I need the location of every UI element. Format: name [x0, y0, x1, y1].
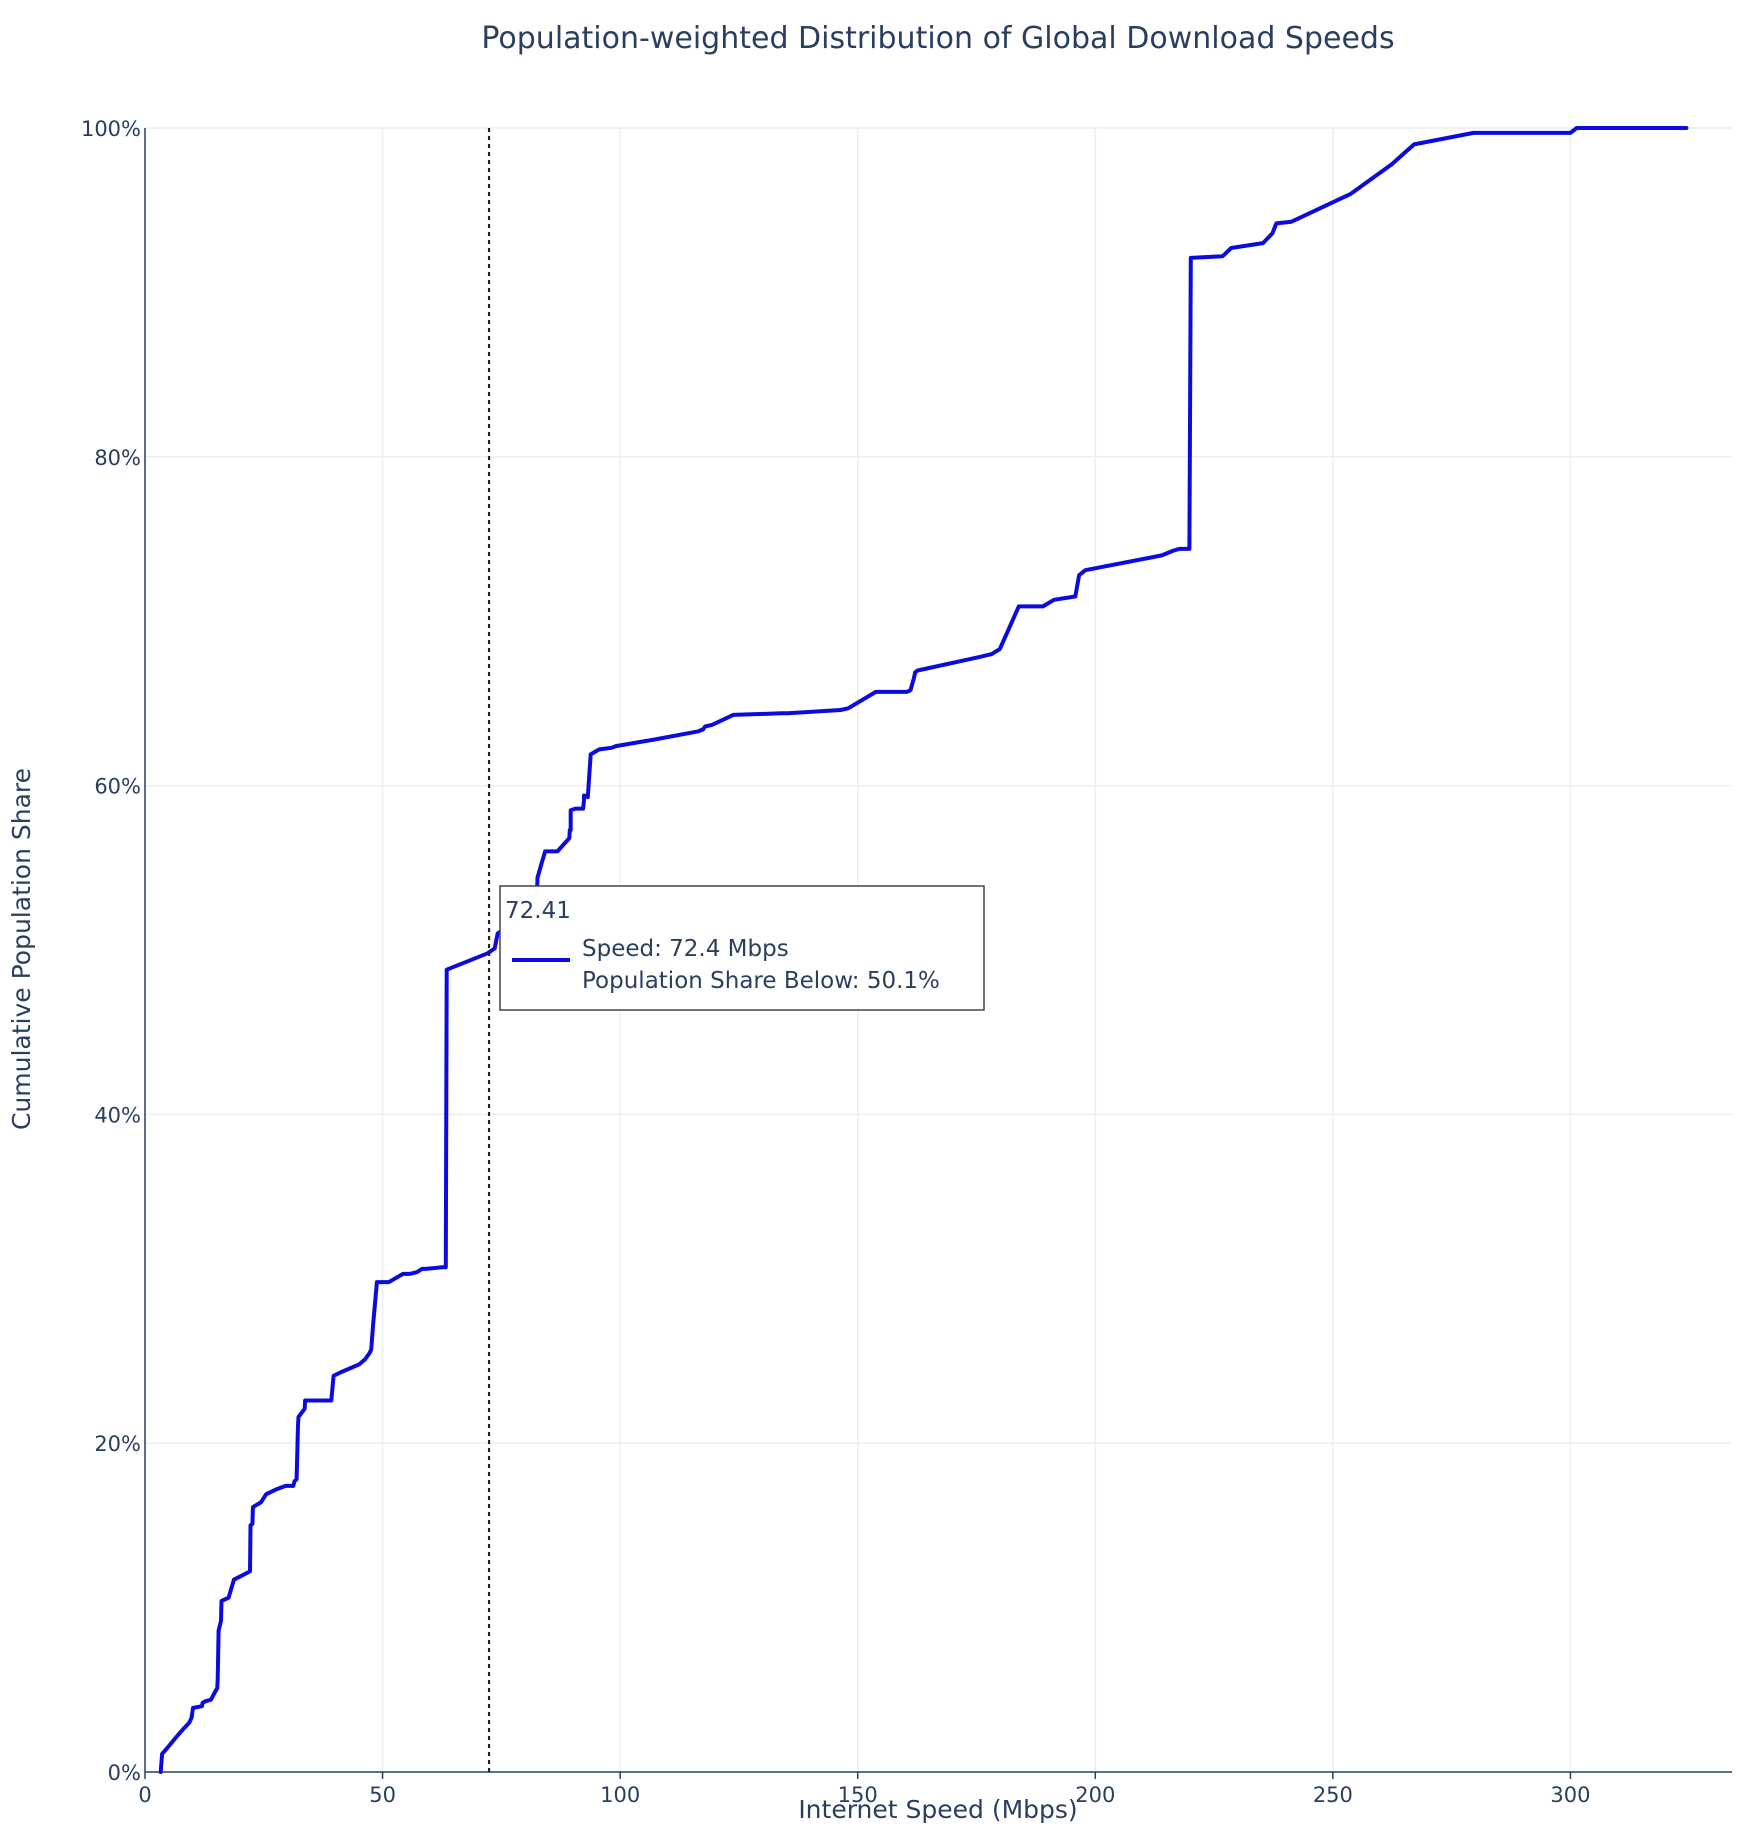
- hover-line-share: Population Share Below: 50.1%: [582, 968, 940, 994]
- axes: [144, 128, 1732, 1779]
- hover-tooltip: 72.41 Speed: 72.4 Mbps Population Share …: [499, 885, 985, 1011]
- x-tick-label-1: 50: [369, 1783, 396, 1807]
- hover-header: 72.41: [505, 898, 571, 924]
- hover-line-speed: Speed: 72.4 Mbps: [582, 936, 789, 962]
- x-tick-label-5: 250: [1313, 1783, 1353, 1807]
- y-tick-label-2: 40%: [94, 1103, 141, 1127]
- x-axis-title: Internet Speed (Mbps): [798, 1795, 1077, 1824]
- y-tick-label-5: 100%: [81, 117, 141, 141]
- y-axis-title: Cumulative Population Share: [7, 768, 36, 1130]
- y-tick-label-0: 0%: [108, 1761, 141, 1785]
- chart-title: Population-weighted Distribution of Glob…: [481, 21, 1394, 56]
- x-tick-label-4: 200: [1075, 1783, 1115, 1807]
- x-tick-label-0: 0: [138, 1783, 151, 1807]
- y-tick-label-3: 60%: [94, 775, 141, 799]
- tick-labels: 0 50 100 150 200 250 300 0% 20% 40% 60% 80% 100%: [81, 117, 1591, 1807]
- grid: [145, 127, 1732, 1772]
- x-tick-label-6: 300: [1550, 1783, 1590, 1807]
- x-tick-label-2: 100: [600, 1783, 640, 1807]
- x-tick-label-3: 150: [838, 1783, 878, 1807]
- y-tick-label-1: 20%: [94, 1432, 141, 1456]
- hover-box: [499, 885, 985, 1011]
- y-tick-label-4: 80%: [94, 446, 141, 470]
